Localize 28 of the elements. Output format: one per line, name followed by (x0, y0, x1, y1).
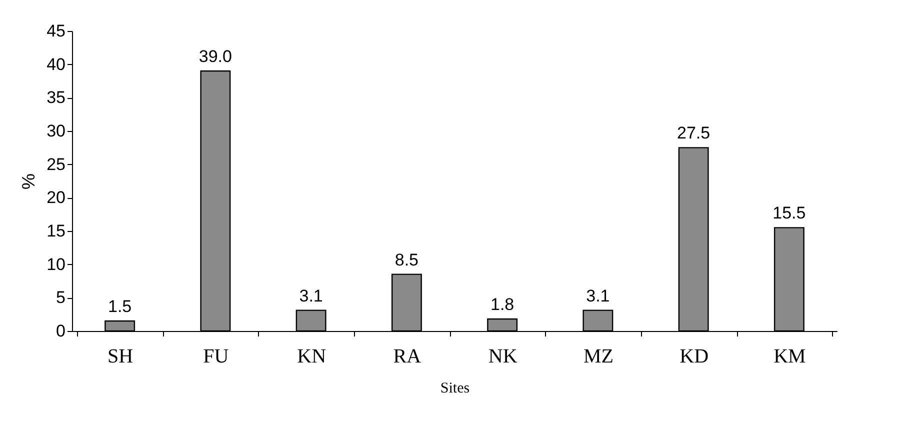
data-label: 1.8 (490, 295, 514, 314)
y-tick-label: 15 (46, 222, 66, 240)
x-axis-title: Sites (440, 380, 470, 396)
x-tick-label: KD (680, 346, 709, 368)
data-label: 15.5 (772, 204, 806, 223)
data-label: 39.0 (198, 47, 232, 66)
data-label: 1.5 (108, 297, 132, 316)
x-tick-label: KN (297, 346, 326, 368)
data-label: 8.5 (394, 250, 419, 270)
y-tick-label: 0 (56, 322, 66, 340)
y-tick-label: 40 (46, 54, 66, 74)
y-tick-label: 10 (46, 254, 66, 274)
x-tick-label: MZ (583, 346, 614, 368)
data-label: 27.5 (677, 124, 710, 143)
y-tick-label: 30 (46, 122, 66, 140)
y-tick-label: 20 (46, 188, 66, 208)
data-label: 3.1 (299, 286, 323, 306)
x-tick-label: KM (774, 346, 806, 368)
y-tick-label: 5 (56, 288, 66, 308)
x-tick-label: SH (108, 346, 134, 368)
x-tick-label: FU (203, 346, 230, 368)
y-tick-label: 35 (46, 88, 66, 108)
data-label: 3.1 (586, 286, 610, 306)
y-tick-label: 45 (46, 22, 66, 40)
y-axis-title: % (18, 173, 39, 190)
y-tick-label: 25 (46, 154, 66, 174)
x-tick-label: RA (393, 346, 422, 368)
x-tick-label: NK (488, 346, 518, 368)
